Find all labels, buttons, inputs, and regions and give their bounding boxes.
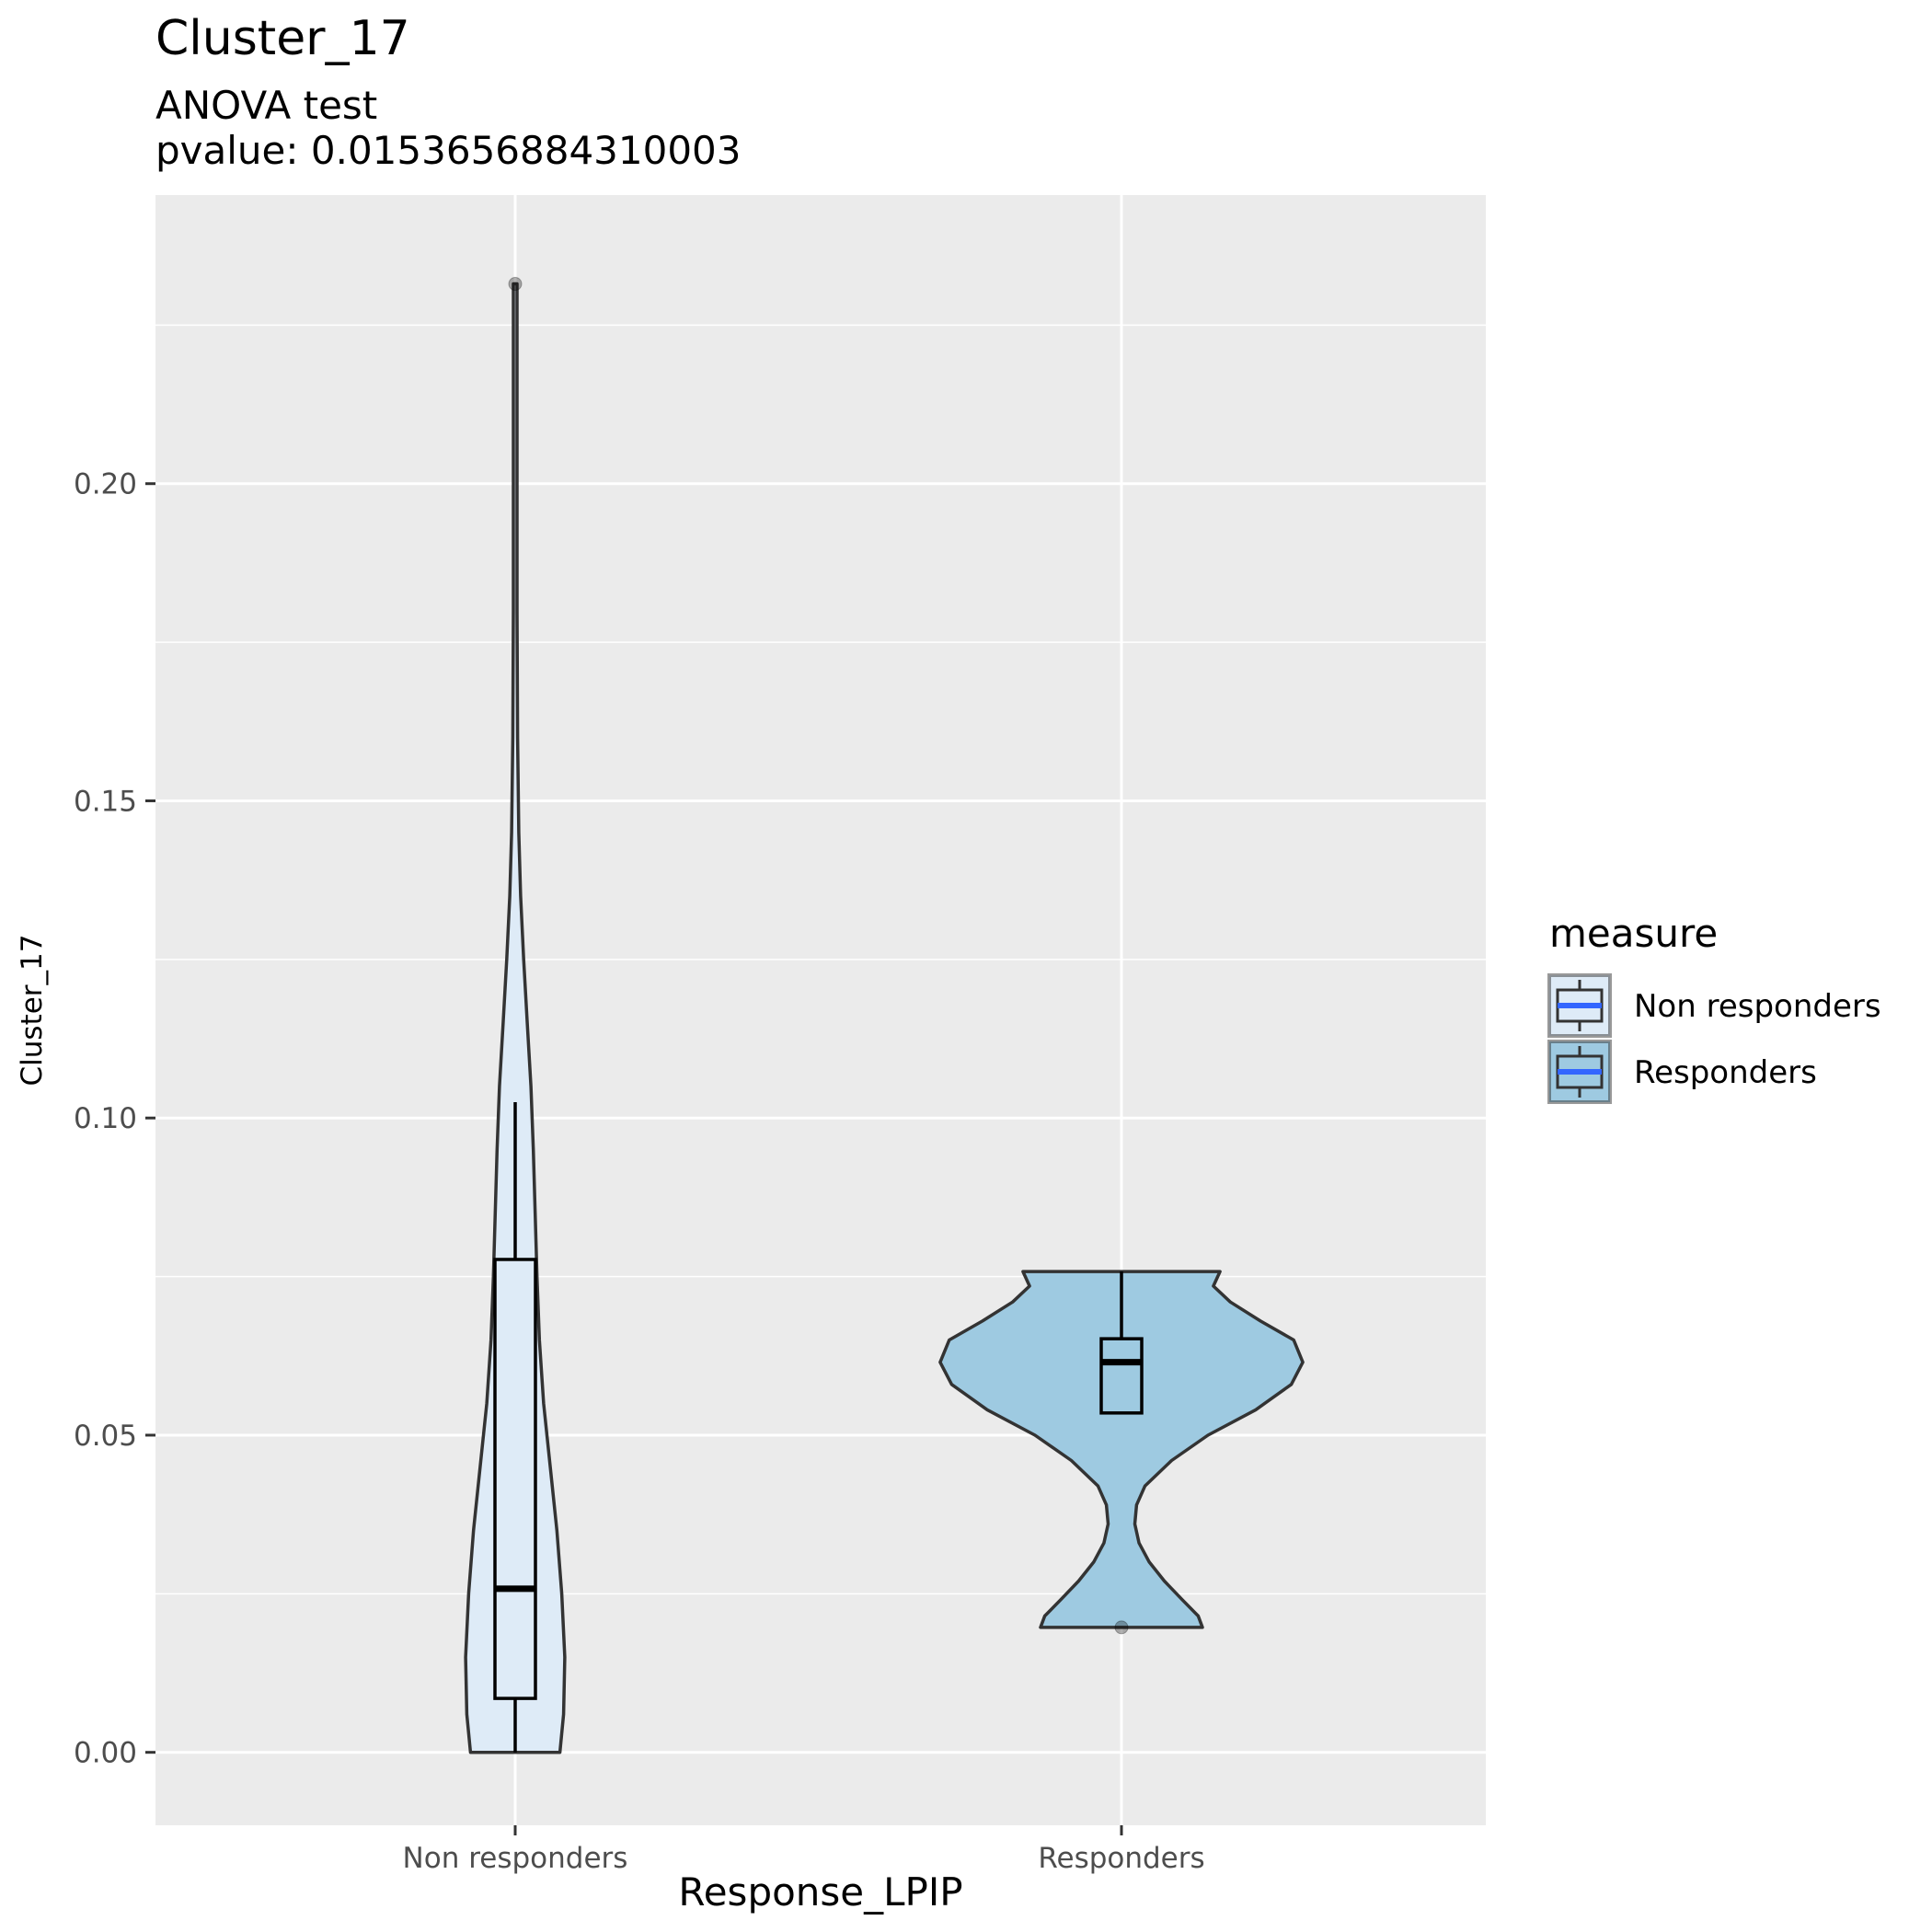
legend-title: measure — [1549, 911, 1718, 956]
chart-title: Cluster_17 — [155, 11, 410, 66]
y-axis: 0.00 0.05 0.10 0.15 0.20 — [74, 468, 155, 1770]
x-axis: Non responders Responders — [403, 1825, 1205, 1875]
plot-panel — [155, 195, 1486, 1825]
outlier-point — [1114, 1620, 1129, 1635]
x-axis-title: Response_LPIP — [678, 1869, 962, 1915]
legend-label: Responders — [1634, 1054, 1817, 1091]
violin-0 — [464, 282, 567, 1754]
y-tick-label: 0.10 — [74, 1102, 137, 1135]
y-tick-label: 0.15 — [74, 785, 137, 818]
chart-subtitle-line-2: pvalue: 0.0153656884310003 — [155, 128, 742, 173]
y-tick-label: 0.00 — [74, 1737, 137, 1770]
violins — [464, 277, 1305, 1754]
chart-subtitle-line-1: ANOVA test — [155, 83, 377, 128]
outlier-point — [508, 277, 523, 292]
x-tick-label: Responders — [1038, 1842, 1204, 1875]
violin-1 — [938, 1270, 1305, 1629]
y-tick-label: 0.05 — [74, 1420, 137, 1453]
x-tick-label: Non responders — [403, 1842, 628, 1875]
legend: measure Non responders Responders — [1547, 911, 1881, 1104]
box-0 — [493, 1258, 537, 1700]
legend-label: Non responders — [1634, 988, 1881, 1025]
y-tick-label: 0.20 — [74, 468, 137, 501]
box-1 — [1099, 1337, 1144, 1415]
y-axis-title: Cluster_17 — [16, 935, 49, 1087]
